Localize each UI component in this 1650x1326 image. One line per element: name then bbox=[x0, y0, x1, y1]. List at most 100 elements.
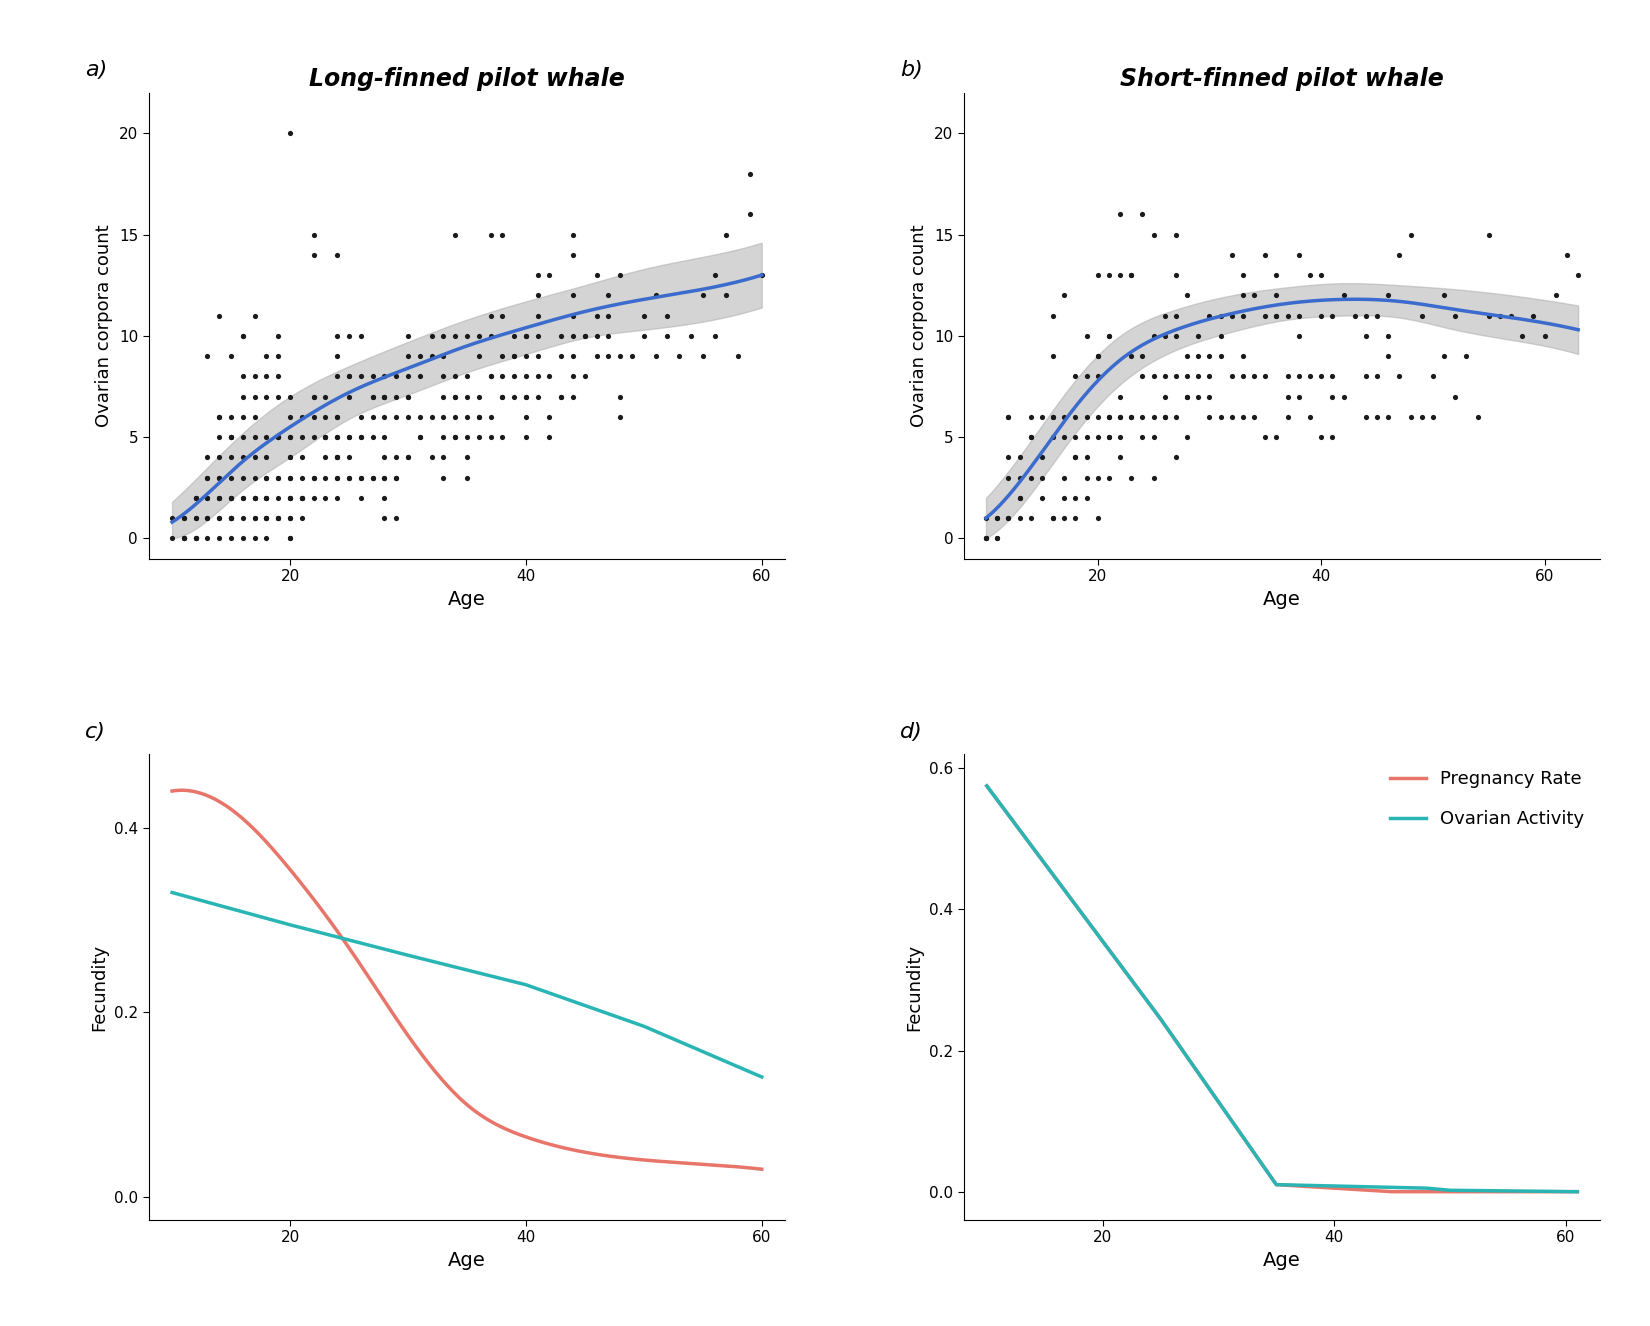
Point bbox=[678, 325, 705, 346]
Point bbox=[1229, 264, 1256, 285]
Point bbox=[1084, 427, 1110, 448]
Point bbox=[170, 528, 196, 549]
Point bbox=[1454, 346, 1480, 367]
Point bbox=[713, 224, 739, 245]
Point bbox=[454, 467, 480, 488]
Point bbox=[477, 366, 503, 387]
Point bbox=[713, 285, 739, 306]
Point bbox=[1018, 508, 1044, 529]
Point bbox=[360, 467, 386, 488]
Point bbox=[195, 528, 221, 549]
Point bbox=[1006, 467, 1033, 488]
Point bbox=[394, 346, 421, 367]
Point bbox=[1297, 366, 1323, 387]
Point bbox=[488, 386, 515, 407]
Point bbox=[183, 487, 210, 508]
Point bbox=[502, 346, 528, 367]
Point bbox=[1129, 204, 1155, 225]
Point bbox=[442, 366, 469, 387]
Point bbox=[206, 305, 233, 326]
Point bbox=[252, 508, 279, 529]
Point bbox=[442, 386, 469, 407]
Point bbox=[206, 447, 233, 468]
Point bbox=[724, 346, 751, 367]
Point bbox=[1219, 406, 1246, 427]
Point bbox=[241, 508, 267, 529]
Point bbox=[502, 386, 528, 407]
Point bbox=[300, 386, 327, 407]
Point bbox=[337, 467, 363, 488]
Point bbox=[1051, 427, 1077, 448]
Point bbox=[1173, 285, 1200, 306]
Point bbox=[229, 325, 256, 346]
Point bbox=[218, 508, 244, 529]
Point bbox=[1084, 346, 1110, 367]
Point bbox=[1040, 508, 1066, 529]
Point bbox=[348, 366, 375, 387]
Point bbox=[983, 528, 1010, 549]
Point bbox=[229, 467, 256, 488]
Point bbox=[1208, 305, 1234, 326]
Point bbox=[1140, 224, 1167, 245]
Point bbox=[1074, 447, 1101, 468]
Point bbox=[1063, 366, 1089, 387]
Point bbox=[241, 386, 267, 407]
Point bbox=[1185, 366, 1211, 387]
Point bbox=[1096, 427, 1122, 448]
Point bbox=[371, 406, 398, 427]
Point bbox=[218, 508, 244, 529]
Point bbox=[195, 467, 221, 488]
Point bbox=[323, 244, 350, 265]
Point bbox=[360, 386, 386, 407]
Point bbox=[360, 427, 386, 448]
Point bbox=[337, 467, 363, 488]
Point bbox=[607, 264, 634, 285]
Point bbox=[995, 467, 1021, 488]
Point bbox=[974, 508, 1000, 529]
Point bbox=[559, 346, 586, 367]
Point bbox=[513, 386, 540, 407]
Point bbox=[502, 346, 528, 367]
Point bbox=[195, 447, 221, 468]
Point bbox=[1051, 487, 1077, 508]
Point bbox=[300, 467, 327, 488]
Legend: Pregnancy Rate, Ovarian Activity: Pregnancy Rate, Ovarian Activity bbox=[1383, 764, 1592, 835]
Point bbox=[1119, 467, 1145, 488]
Point bbox=[1196, 366, 1223, 387]
X-axis label: Age: Age bbox=[449, 1250, 485, 1270]
Point bbox=[454, 447, 480, 468]
Point bbox=[266, 427, 292, 448]
Point bbox=[1173, 346, 1200, 367]
Point bbox=[1096, 325, 1122, 346]
Point bbox=[1084, 467, 1110, 488]
Point bbox=[1096, 467, 1122, 488]
Point bbox=[1475, 224, 1502, 245]
Point bbox=[323, 406, 350, 427]
Point bbox=[266, 508, 292, 529]
Point bbox=[406, 427, 432, 448]
Point bbox=[584, 305, 610, 326]
Point bbox=[241, 406, 267, 427]
Point bbox=[337, 325, 363, 346]
Point bbox=[348, 406, 375, 427]
Point bbox=[1084, 366, 1110, 387]
Point bbox=[252, 346, 279, 367]
Point bbox=[252, 447, 279, 468]
Point bbox=[1229, 305, 1256, 326]
Point bbox=[1152, 366, 1178, 387]
Point bbox=[371, 467, 398, 488]
Point bbox=[183, 487, 210, 508]
Point bbox=[277, 487, 304, 508]
Point bbox=[1084, 508, 1110, 529]
Point bbox=[1264, 285, 1290, 306]
Point bbox=[252, 487, 279, 508]
Point bbox=[289, 487, 315, 508]
Point bbox=[690, 346, 716, 367]
Point bbox=[1096, 325, 1122, 346]
Point bbox=[1074, 406, 1101, 427]
Point bbox=[229, 487, 256, 508]
Point bbox=[1140, 467, 1167, 488]
Point bbox=[300, 427, 327, 448]
Point bbox=[1297, 264, 1323, 285]
Point bbox=[1063, 508, 1089, 529]
